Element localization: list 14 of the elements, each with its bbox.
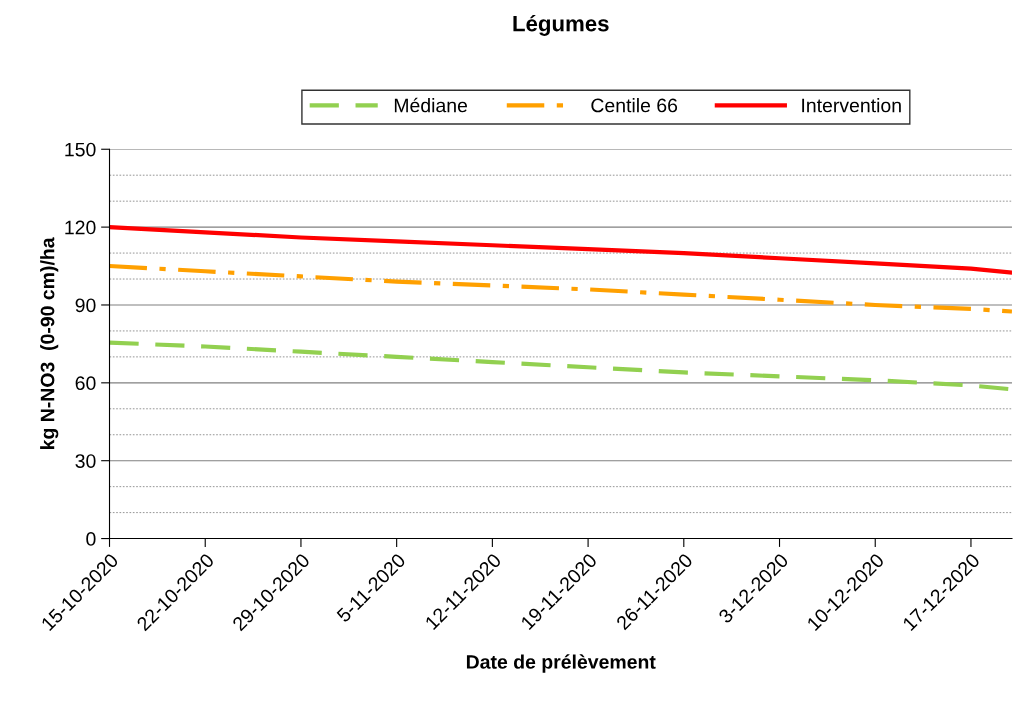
chart-title: Légumes xyxy=(513,14,609,36)
y-tick-label: 90 xyxy=(75,298,96,313)
line-series xyxy=(109,225,1012,275)
y-tick-label: 120 xyxy=(65,220,96,235)
x-axis-title: Date de prélèvement xyxy=(466,654,656,673)
y-tick-label: 60 xyxy=(75,376,96,391)
legend-label: Centile 66 xyxy=(591,98,678,113)
y-axis-title: kg N-NO3 (0-90 cm)/ha xyxy=(40,237,59,449)
legend-label: Médiane xyxy=(394,97,468,113)
y-tick-label: 150 xyxy=(65,142,96,157)
y-tick-label: 30 xyxy=(75,454,96,468)
line-series xyxy=(109,263,1012,314)
legend-label: Intervention xyxy=(802,98,901,113)
y-tick-label: 0 xyxy=(86,532,96,546)
